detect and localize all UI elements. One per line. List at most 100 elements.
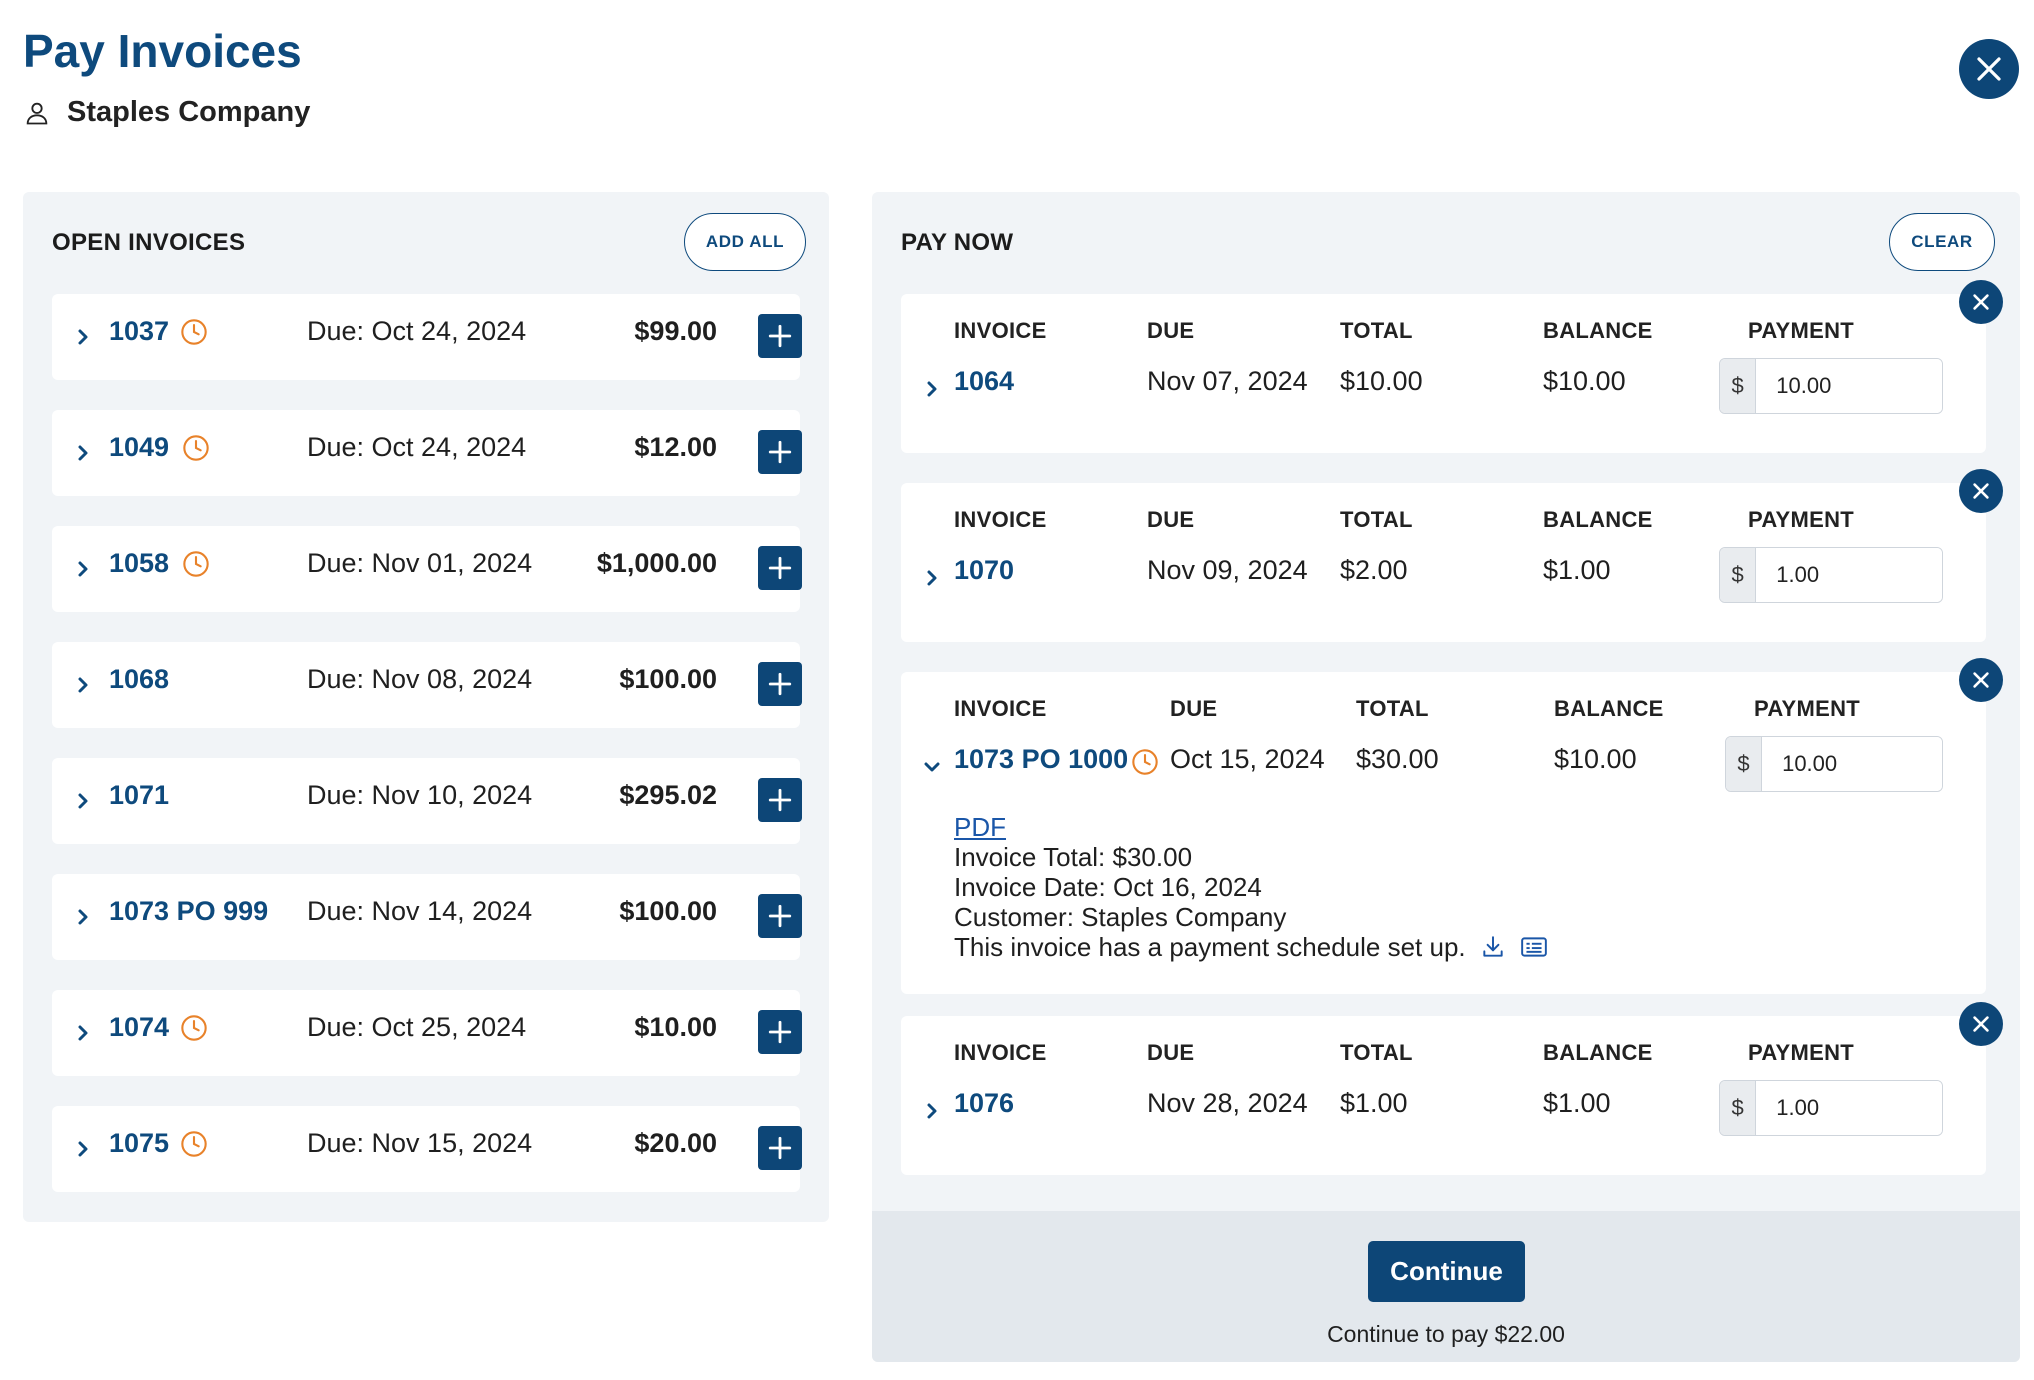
remove-invoice-button[interactable] [1959, 280, 2003, 324]
due-date: Due: Nov 08, 2024 [307, 664, 533, 694]
detail-invoice-total: Invoice Total: $30.00 [954, 842, 1193, 872]
clock-icon [182, 550, 210, 578]
column-header: BALANCE [1554, 696, 1664, 721]
customer-name: Staples Company [23, 96, 310, 129]
schedule-icon[interactable] [1520, 934, 1548, 966]
open-invoice-row: 1037 Due: Oct 24, 2024 $99.00 [52, 294, 802, 380]
invoice-due: Oct 15, 2024 [1170, 744, 1325, 774]
close-icon [1977, 57, 2001, 81]
clock-icon [180, 1130, 208, 1158]
invoice-number-link[interactable]: 1070 [954, 555, 1015, 585]
column-header: TOTAL [1356, 696, 1429, 721]
invoice-number-link[interactable]: 1068 [109, 664, 170, 694]
plus-icon [767, 555, 793, 581]
invoice-number-link[interactable]: 1076 [954, 1088, 1015, 1118]
chevron-right-icon[interactable] [73, 675, 93, 695]
chevron-right-icon[interactable] [73, 1139, 93, 1159]
customer-label: Staples Company [67, 96, 311, 128]
invoice-number-link[interactable]: 1037 [109, 316, 170, 346]
pdf-link[interactable]: PDF [954, 812, 1006, 842]
chevron-right-icon[interactable] [73, 327, 93, 347]
column-header: TOTAL [1340, 1040, 1413, 1065]
due-date: Due: Oct 24, 2024 [307, 316, 527, 346]
remove-invoice-button[interactable] [1959, 469, 2003, 513]
due-date: Due: Nov 14, 2024 [307, 896, 533, 926]
column-header: DUE [1147, 507, 1195, 532]
download-icon[interactable] [1480, 934, 1506, 966]
chevron-right-icon[interactable] [73, 907, 93, 927]
currency-symbol: $ [1720, 359, 1757, 413]
payment-amount-input[interactable] [1762, 737, 1942, 791]
chevron-right-icon[interactable] [922, 568, 942, 588]
currency-symbol: $ [1720, 1081, 1757, 1135]
pay-invoice-card: INVOICE DUE TOTAL BALANCE PAYMENT 1076 Nov 28,… [901, 1016, 1986, 1175]
column-header: PAYMENT [1754, 696, 1861, 721]
column-header: PAYMENT [1748, 1040, 1855, 1065]
open-invoice-row: 1075 Due: Nov 15, 2024 $20.00 [52, 1106, 802, 1192]
add-invoice-button[interactable] [758, 1010, 802, 1054]
add-invoice-button[interactable] [758, 1126, 802, 1170]
invoice-total: $10.00 [1340, 366, 1423, 396]
continue-button[interactable]: Continue [1368, 1241, 1525, 1302]
invoice-number-link[interactable]: 1074 [109, 1012, 170, 1042]
chevron-right-icon[interactable] [922, 1101, 942, 1121]
invoice-number-link[interactable]: 1073 PO 1000 [954, 744, 1129, 774]
invoice-number-link[interactable]: 1073 PO 999 [109, 896, 269, 926]
plus-icon [767, 323, 793, 349]
remove-invoice-button[interactable] [1959, 658, 2003, 702]
column-header: DUE [1147, 318, 1195, 343]
clock-icon [1131, 748, 1159, 776]
chevron-right-icon[interactable] [73, 559, 93, 579]
payment-amount-field[interactable]: $ [1719, 1080, 1943, 1136]
invoice-balance: $10.00 [1543, 366, 1626, 396]
add-invoice-button[interactable] [758, 546, 802, 590]
add-invoice-button[interactable] [758, 430, 802, 474]
add-invoice-button[interactable] [758, 894, 802, 938]
plus-icon [767, 903, 793, 929]
payment-amount-field[interactable]: $ [1725, 736, 1943, 792]
invoice-amount: $20.00 [634, 1128, 717, 1158]
clear-button[interactable]: CLEAR [1889, 213, 1995, 271]
pay-now-panel: PAY NOW CLEAR INVOICE DUE TOTAL BALANCE PAYM… [872, 192, 2020, 1362]
column-header: TOTAL [1340, 318, 1413, 343]
invoice-number-link[interactable]: 1075 [109, 1128, 170, 1158]
plus-icon [767, 1019, 793, 1045]
add-invoice-button[interactable] [758, 662, 802, 706]
pay-invoice-card: INVOICE DUE TOTAL BALANCE PAYMENT 1070 Nov 09,… [901, 483, 1986, 642]
chevron-right-icon[interactable] [73, 443, 93, 463]
add-invoice-button[interactable] [758, 778, 802, 822]
invoice-number-link[interactable]: 1071 [109, 780, 170, 810]
payment-amount-field[interactable]: $ [1719, 547, 1943, 603]
due-date: Due: Oct 24, 2024 [307, 432, 527, 462]
plus-icon [767, 787, 793, 813]
column-header: INVOICE [954, 696, 1047, 721]
open-invoice-row: 1074 Due: Oct 25, 2024 $10.00 [52, 990, 802, 1076]
invoice-number-link[interactable]: 1058 [109, 548, 170, 578]
open-invoices-heading: OPEN INVOICES [52, 229, 246, 256]
add-all-button[interactable]: ADD ALL [684, 213, 806, 271]
remove-invoice-button[interactable] [1959, 1002, 2003, 1046]
invoice-total: $2.00 [1340, 555, 1408, 585]
chevron-right-icon[interactable] [73, 1023, 93, 1043]
close-icon [1970, 291, 1992, 313]
invoice-amount: $100.00 [619, 664, 717, 694]
payment-amount-input[interactable] [1756, 548, 1942, 602]
close-icon [1970, 1013, 1992, 1035]
page-title: Pay Invoices [23, 25, 302, 77]
add-invoice-button[interactable] [758, 314, 802, 358]
invoice-number-link[interactable]: 1064 [954, 366, 1015, 396]
chevron-right-icon[interactable] [73, 791, 93, 811]
open-invoice-row: 1049 Due: Oct 24, 2024 $12.00 [52, 410, 802, 496]
payment-amount-field[interactable]: $ [1719, 358, 1943, 414]
close-dialog-button[interactable] [1959, 39, 2019, 99]
payment-amount-input[interactable] [1756, 359, 1942, 413]
chevron-right-icon[interactable] [922, 379, 942, 399]
column-header: BALANCE [1543, 1040, 1653, 1065]
invoice-total: $30.00 [1356, 744, 1439, 774]
payment-amount-input[interactable] [1756, 1081, 1942, 1135]
column-header: DUE [1170, 696, 1218, 721]
chevron-down-icon[interactable] [922, 757, 942, 777]
payment-schedule-note: This invoice has a payment schedule set … [954, 932, 1466, 962]
invoice-number-link[interactable]: 1049 [109, 432, 170, 462]
due-date: Due: Nov 15, 2024 [307, 1128, 533, 1158]
